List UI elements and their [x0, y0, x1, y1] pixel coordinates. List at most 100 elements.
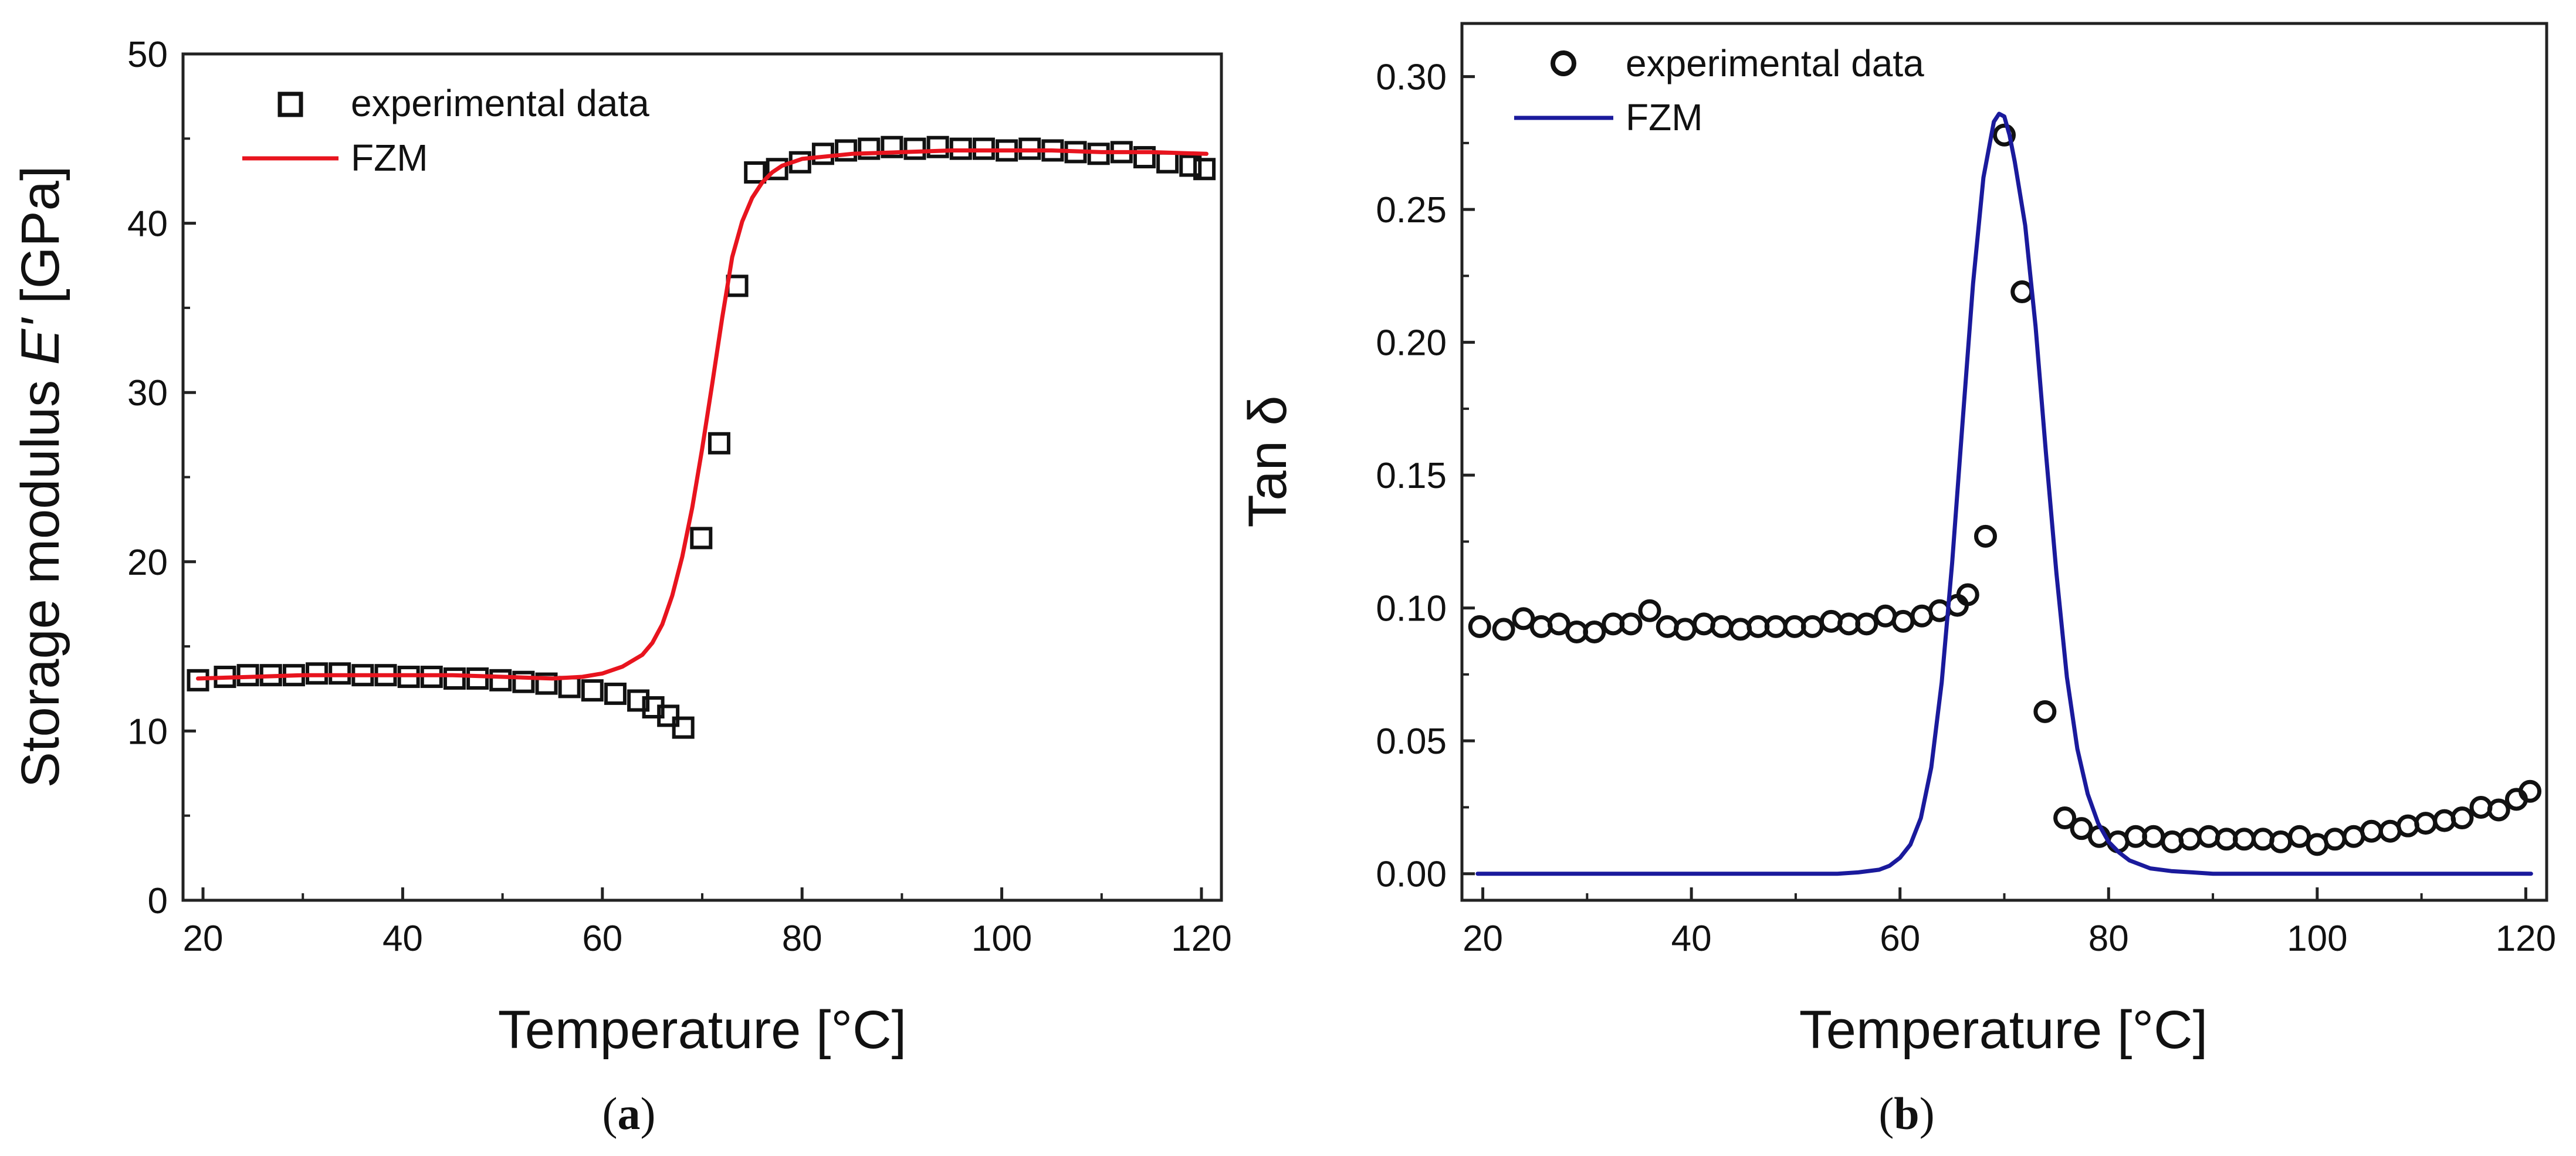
- y-tick-label-b: 0.15: [1376, 456, 1447, 496]
- x-tick-label-b: 40: [1671, 918, 1712, 959]
- x-tick-label-a: 80: [782, 918, 822, 959]
- x-tick-label-b: 100: [2287, 918, 2347, 959]
- data-point-b: [1692, 612, 1715, 636]
- x-tick-label-a: 40: [382, 918, 423, 959]
- plot-area-b: [1468, 111, 2542, 876]
- axis-ticks-b: 20 40 60 80 100 120 0.00 0.05 0.10 0.15 0.20 0.25 0.…: [1376, 57, 2556, 959]
- data-point-b: [2070, 817, 2093, 840]
- data-point-a: [1179, 154, 1202, 177]
- data-point-b: [2487, 798, 2510, 822]
- data-point-a: [926, 135, 949, 158]
- y-axis-label-a-prefix: Storage modulus: [11, 365, 70, 788]
- y-tick-label-a: 50: [127, 35, 168, 75]
- data-point-b: [1583, 620, 1606, 643]
- data-point-b: [2251, 828, 2274, 851]
- data-point-b: [1819, 609, 1843, 633]
- data-point-b: [2161, 830, 2184, 853]
- data-point-b: [1956, 583, 1979, 606]
- y-axis-label-a-var: E': [11, 317, 70, 365]
- data-point-b: [1729, 618, 1752, 641]
- x-tick-label-a: 120: [1171, 918, 1231, 959]
- data-point-a: [811, 143, 834, 165]
- data-point-b: [2197, 825, 2220, 848]
- axis-ticks-a: 20 40 60 80 100 120 0 10 20 30 40 50: [127, 35, 1232, 959]
- data-point-a: [627, 689, 650, 712]
- plot-frame-b: [1460, 22, 2548, 902]
- data-point-b: [1638, 599, 1661, 622]
- legend-label-experimental-a: experimental data: [351, 82, 649, 124]
- data-point-a: [466, 667, 489, 690]
- legend-label-fzm-b: FZM: [1626, 96, 1703, 138]
- data-point-b: [2178, 828, 2202, 851]
- data-point-a: [581, 679, 604, 702]
- data-point-a: [708, 432, 730, 455]
- chart-panel-b: 20 40 60 80 100 120 0.00 0.05 0.10 0.15 0.20 0.25 0.…: [1238, 22, 2556, 1139]
- x-tick-label-b: 80: [2088, 918, 2129, 959]
- y-tick-label-b: 0.05: [1376, 721, 1447, 762]
- data-point-a: [690, 527, 713, 550]
- legend-marker-circle: [1551, 50, 1576, 76]
- data-point-a: [657, 704, 680, 727]
- y-tick-label-a: 0: [148, 881, 168, 921]
- legend-label-experimental-b: experimental data: [1626, 42, 1924, 84]
- data-point-b: [2269, 830, 2293, 853]
- data-point-b: [1974, 524, 1997, 548]
- y-tick-label-b: 0.25: [1376, 190, 1447, 230]
- data-point-b: [2053, 806, 2077, 830]
- data-point-a: [1156, 151, 1179, 174]
- data-point-a: [1193, 158, 1216, 181]
- data-point-a: [489, 669, 512, 691]
- y-tick-label-a: 10: [127, 711, 168, 752]
- data-point-a: [604, 682, 627, 705]
- data-point-b: [2010, 280, 2034, 304]
- data-point-a: [535, 672, 558, 695]
- data-point-b: [2450, 806, 2474, 830]
- data-point-b: [2323, 828, 2347, 851]
- data-point-b: [1656, 615, 1679, 638]
- series-line-fzm-a: [196, 148, 1209, 681]
- data-point-b: [2469, 795, 2493, 819]
- data-point-b: [2396, 814, 2420, 838]
- y-tick-label-a: 40: [127, 204, 168, 245]
- data-point-b: [1547, 612, 1570, 636]
- y-tick-label-a: 20: [127, 543, 168, 583]
- data-point-b: [1993, 123, 2016, 147]
- x-tick-label-b: 20: [1463, 918, 1503, 959]
- data-point-b: [1492, 618, 1515, 641]
- data-point-b: [1512, 607, 1535, 630]
- y-axis-label-b: Tan δ: [1238, 395, 1298, 527]
- x-axis-label-b: Temperature [°C]: [1799, 1000, 2208, 1060]
- chart-panel-a: 20 40 60 80 100 120 0 10 20 30 40 50 experimental d…: [11, 35, 1232, 1139]
- legend-label-fzm-a: FZM: [351, 137, 428, 179]
- y-axis-label-a: Storage modulus E' [GPa]: [11, 166, 70, 788]
- caption-a-letter: a: [618, 1088, 641, 1139]
- data-point-a: [766, 158, 788, 181]
- data-point-b: [1619, 612, 1643, 636]
- data-point-b: [2288, 825, 2311, 848]
- series-line-fzm-b: [1475, 111, 2533, 876]
- data-point-a: [835, 139, 858, 162]
- plot-area-a: [187, 135, 1216, 739]
- data-point-a: [558, 676, 581, 699]
- x-tick-label-a: 20: [183, 918, 224, 959]
- y-tick-label-b: 0.00: [1376, 855, 1447, 895]
- data-point-b: [2360, 819, 2383, 843]
- data-point-a: [903, 137, 926, 160]
- x-tick-label-b: 60: [1880, 918, 1920, 959]
- data-point-b: [2519, 779, 2542, 803]
- y-tick-label-b: 0.10: [1376, 589, 1447, 629]
- x-tick-label-b: 120: [2496, 918, 2556, 959]
- plot-frame-a: [181, 52, 1223, 902]
- data-point-a: [858, 137, 881, 160]
- x-tick-label-a: 100: [971, 918, 1032, 959]
- data-point-b: [2414, 812, 2438, 835]
- y-tick-label-b: 0.30: [1376, 57, 1447, 98]
- data-point-b: [2033, 700, 2057, 723]
- data-point-a: [512, 670, 535, 693]
- y-axis-label-a-suffix: [GPa]: [11, 166, 70, 319]
- data-point-b: [1673, 618, 1697, 641]
- data-point-a: [1133, 146, 1156, 169]
- data-point-a: [672, 716, 695, 739]
- data-point-b: [1855, 612, 1878, 636]
